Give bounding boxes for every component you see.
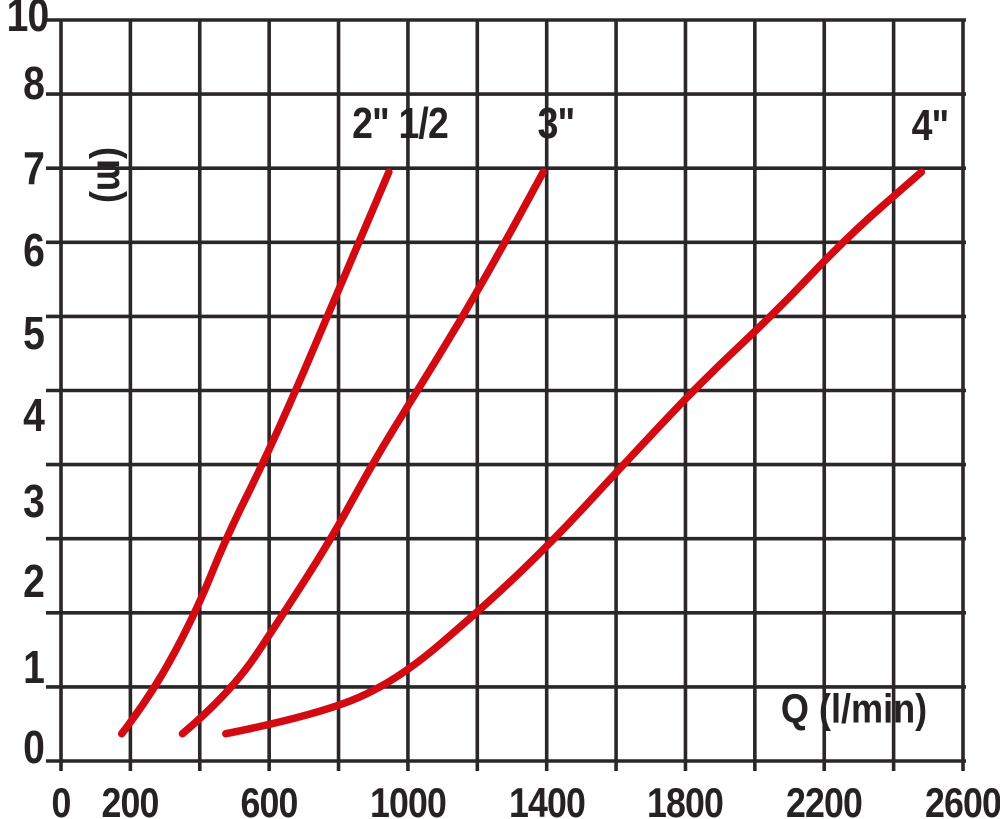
y-tick-label: 4 (23, 389, 45, 441)
curve-0 (117, 168, 393, 738)
y-tick-label: 1 (23, 641, 45, 693)
x-axis-unit-label: Q (l/min) (780, 685, 928, 732)
x-tick-label: 600 (240, 779, 298, 819)
y-tick-label: 10 (6, 0, 50, 41)
x-tick-label: 1000 (369, 779, 447, 819)
y-axis-unit-label: (m) (88, 146, 135, 204)
y-tick-label: 2 (23, 555, 45, 607)
curve-2 (222, 168, 926, 738)
curve-label-4-inch: 4" (911, 101, 950, 150)
x-tick-label: 0 (51, 779, 71, 819)
head-loss-curves (117, 168, 926, 738)
curve-label-2half-inch: 2" 1/2 (352, 99, 449, 148)
x-tick-label: 1800 (646, 779, 724, 819)
x-tick-label: 200 (101, 779, 159, 819)
y-tick-label: 3 (23, 475, 45, 527)
curve-label-3-inch: 3" (537, 99, 576, 148)
curve-1 (178, 168, 547, 738)
y-tick-label: 6 (23, 224, 45, 276)
grid-lines (46, 18, 966, 771)
x-tick-label: 1400 (508, 779, 586, 819)
y-tick-label: 0 (23, 721, 45, 773)
x-tick-label: 2200 (785, 779, 863, 819)
y-tick-label: 7 (23, 142, 45, 194)
y-tick-label: 5 (23, 307, 45, 359)
y-tick-label: 8 (23, 57, 45, 109)
x-tick-label: 2600 (924, 779, 1000, 819)
